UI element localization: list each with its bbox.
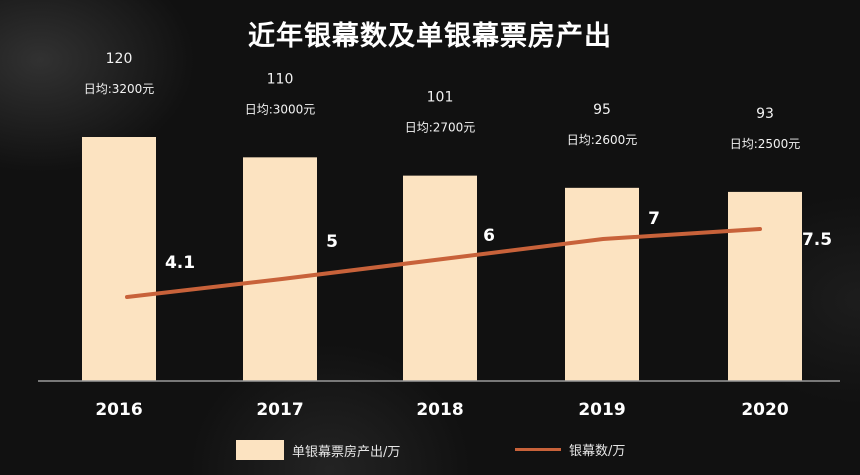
legend-label-line: 银幕数/万: [569, 444, 626, 459]
daily-label-2016: 日均:3200元: [84, 82, 155, 96]
bar-value-label-2020: 93: [756, 106, 774, 122]
bar-value-label-2017: 110: [267, 71, 294, 87]
line-series-screens: [125, 227, 762, 299]
line-value-label-2018: 6: [483, 226, 495, 246]
daily-label-2018: 日均:2700元: [405, 121, 476, 135]
legend-label-bars: 单银幕票房产出/万: [292, 444, 401, 460]
legend-item-bars: 单银幕票房产出/万: [236, 440, 400, 460]
x-tick-label-2016: 2016: [95, 400, 142, 420]
bar-value-label-2016: 120: [106, 51, 133, 67]
chart-title: 近年银幕数及单银幕票房产出: [248, 21, 612, 52]
bar-2020: [728, 191, 802, 381]
bar-2017: [243, 157, 317, 381]
bar-2016: [82, 137, 156, 381]
line-value-label-2017: 5: [326, 232, 338, 252]
bar-2019: [565, 187, 639, 381]
x-tick-label-2020: 2020: [741, 400, 788, 420]
legend: 单银幕票房产出/万 银幕数/万: [0, 438, 860, 464]
daily-label-2020: 日均:2500元: [730, 137, 801, 151]
daily-label-2017: 日均:3000元: [245, 102, 316, 116]
x-tick-label-2018: 2018: [416, 400, 463, 420]
bar-2018: [403, 175, 477, 381]
legend-swatch-line: [515, 448, 561, 451]
daily-label-2019: 日均:2600元: [567, 133, 638, 147]
bar-value-label-2018: 101: [427, 90, 454, 106]
legend-item-line: 银幕数/万: [515, 440, 625, 459]
bar-value-label-2019: 95: [593, 102, 611, 118]
x-tick-label-2017: 2017: [256, 400, 303, 420]
legend-swatch-bar: [236, 440, 284, 460]
line-value-label-2020: 7.5: [802, 230, 832, 250]
line-value-label-2019: 7: [648, 209, 660, 229]
line-value-label-2016: 4.1: [165, 253, 195, 273]
x-tick-label-2019: 2019: [578, 400, 625, 420]
